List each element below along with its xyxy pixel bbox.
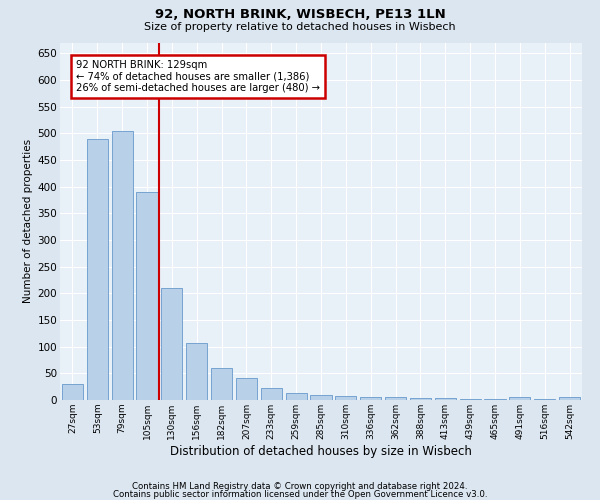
Bar bbox=[335, 396, 356, 400]
Text: 92 NORTH BRINK: 129sqm
← 74% of detached houses are smaller (1,386)
26% of semi-: 92 NORTH BRINK: 129sqm ← 74% of detached… bbox=[76, 60, 320, 93]
Bar bbox=[385, 398, 406, 400]
X-axis label: Distribution of detached houses by size in Wisbech: Distribution of detached houses by size … bbox=[170, 444, 472, 458]
Bar bbox=[484, 399, 506, 400]
Bar bbox=[261, 388, 282, 400]
Bar bbox=[360, 397, 381, 400]
Bar bbox=[87, 138, 108, 400]
Bar bbox=[112, 130, 133, 400]
Bar bbox=[186, 343, 207, 400]
Text: Contains public sector information licensed under the Open Government Licence v3: Contains public sector information licen… bbox=[113, 490, 487, 499]
Bar bbox=[509, 398, 530, 400]
Bar bbox=[435, 398, 456, 400]
Text: Size of property relative to detached houses in Wisbech: Size of property relative to detached ho… bbox=[144, 22, 456, 32]
Bar bbox=[62, 384, 83, 400]
Bar bbox=[236, 378, 257, 400]
Bar bbox=[410, 398, 431, 400]
Bar bbox=[310, 394, 332, 400]
Y-axis label: Number of detached properties: Number of detached properties bbox=[23, 139, 34, 304]
Bar bbox=[211, 368, 232, 400]
Bar bbox=[136, 192, 158, 400]
Bar bbox=[286, 392, 307, 400]
Bar bbox=[559, 398, 580, 400]
Bar bbox=[161, 288, 182, 400]
Text: Contains HM Land Registry data © Crown copyright and database right 2024.: Contains HM Land Registry data © Crown c… bbox=[132, 482, 468, 491]
Text: 92, NORTH BRINK, WISBECH, PE13 1LN: 92, NORTH BRINK, WISBECH, PE13 1LN bbox=[155, 8, 445, 20]
Bar bbox=[460, 399, 481, 400]
